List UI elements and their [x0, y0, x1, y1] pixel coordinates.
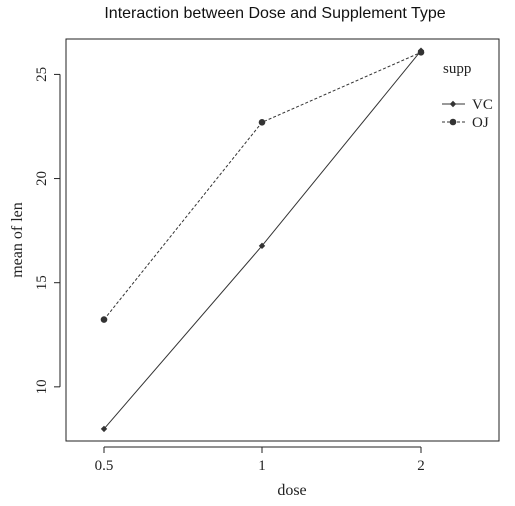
series-vc-line	[103, 50, 422, 430]
legend-oj-marker	[449, 118, 457, 126]
chart-title: Interaction between Dose and Supplement …	[104, 5, 445, 22]
y-tick-label: 25	[34, 67, 50, 82]
plot-frame	[65, 38, 500, 442]
series-oj-line	[103, 51, 422, 320]
legend-title: supp	[443, 61, 471, 77]
x-axis-label: dose	[277, 482, 306, 499]
series-vc-point	[258, 242, 266, 250]
series-oj-point	[417, 49, 425, 56]
y-axis-label: mean of len	[9, 202, 26, 278]
y-tick-label: 10	[34, 379, 50, 394]
x-tick-label: 2	[417, 458, 425, 474]
y-tick-label: 20	[34, 171, 50, 186]
series-oj	[100, 49, 425, 323]
legend-vc-label: VC	[472, 97, 493, 113]
legend: supp VC OJ	[442, 61, 493, 131]
y-tick-label: 15	[34, 275, 50, 290]
x-tick-label: 1	[258, 458, 266, 474]
series-vc	[100, 47, 425, 433]
y-axis: 10 15 20 25	[34, 67, 61, 394]
series-oj-point	[100, 316, 108, 323]
x-tick-label: 0.5	[95, 458, 114, 474]
legend-vc-marker	[449, 100, 457, 108]
legend-oj-label: OJ	[472, 115, 489, 131]
series-layer	[100, 47, 425, 433]
series-vc-point	[100, 425, 108, 433]
x-axis: 0.5 1 2	[95, 446, 425, 474]
series-oj-point	[258, 119, 266, 126]
